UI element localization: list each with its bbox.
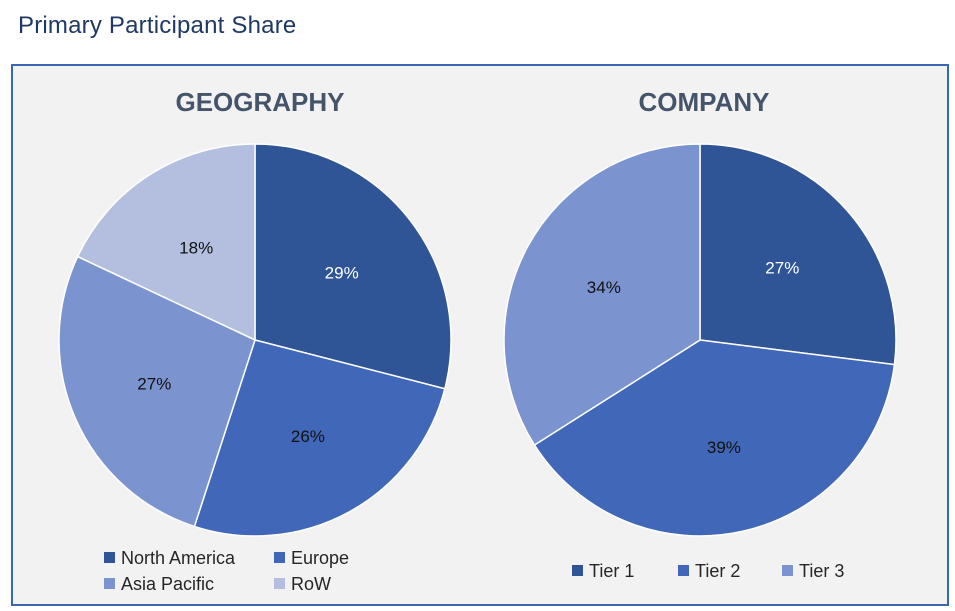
legend-swatch (678, 565, 689, 576)
legend-item-tier-3: Tier 3 (782, 561, 844, 581)
legend-item-tier-2: Tier 2 (678, 561, 740, 581)
legend-label: Asia Pacific (121, 574, 214, 594)
legend-item-tier-1: Tier 1 (572, 561, 634, 581)
legend-swatch (104, 552, 115, 563)
legend-swatch (572, 565, 583, 576)
pie-slice-asia-pacific (58, 255, 256, 528)
slice-label-asia-pacific: 27% (137, 375, 171, 394)
legend-label: Tier 2 (695, 561, 740, 581)
legend-label: North America (121, 548, 236, 568)
slice-label-tier-3: 34% (587, 278, 621, 297)
legend-item-row: RoW (274, 574, 331, 594)
slice-label-tier-1: 27% (765, 258, 799, 277)
legend-label: Tier 1 (589, 561, 634, 581)
pie-slice-tier-3 (503, 143, 701, 447)
legend-swatch (104, 578, 115, 589)
company-chart-title: COMPANY (639, 87, 770, 117)
pie-slice-tier-2 (533, 339, 896, 537)
legend-item-asia-pacific: Asia Pacific (104, 574, 214, 594)
slice-label-north-america: 29% (325, 264, 359, 283)
legend-swatch (274, 552, 285, 563)
pie-slice-europe (193, 339, 446, 537)
slice-label-tier-2: 39% (707, 438, 741, 457)
page-title: Primary Participant Share (18, 12, 297, 39)
company-legend: Tier 1 Tier 2 Tier 3 (572, 561, 844, 581)
pie-slice-north-america (254, 143, 452, 390)
legend-item-europe: Europe (274, 548, 349, 568)
geography-legend: North America Europe Asia Pacific RoW (104, 548, 349, 594)
geography-slices (58, 143, 452, 537)
pie-slice-row (76, 143, 256, 342)
company-slices (503, 143, 897, 537)
legend-label: Europe (291, 548, 349, 568)
legend-swatch (274, 578, 285, 589)
geography-chart-title: GEOGRAPHY (175, 87, 344, 117)
company-slice-labels: 27% 39% 34% (587, 258, 800, 457)
legend-swatch (782, 565, 793, 576)
geography-chart: GEOGRAPHY 29% 26% 27% 18% North America Euro… (58, 87, 452, 594)
geography-slice-labels: 29% 26% 27% 18% (137, 238, 358, 446)
pie-slice-tier-1 (699, 143, 897, 366)
legend-item-north-america: North America (104, 548, 236, 568)
legend-label: RoW (291, 574, 331, 594)
company-chart: COMPANY 27% 39% 34% Tier 1 Tier 2 Tier 3 (503, 87, 897, 581)
legend-label: Tier 3 (799, 561, 844, 581)
slice-label-row: 18% (179, 238, 213, 257)
slice-label-europe: 26% (291, 427, 325, 446)
